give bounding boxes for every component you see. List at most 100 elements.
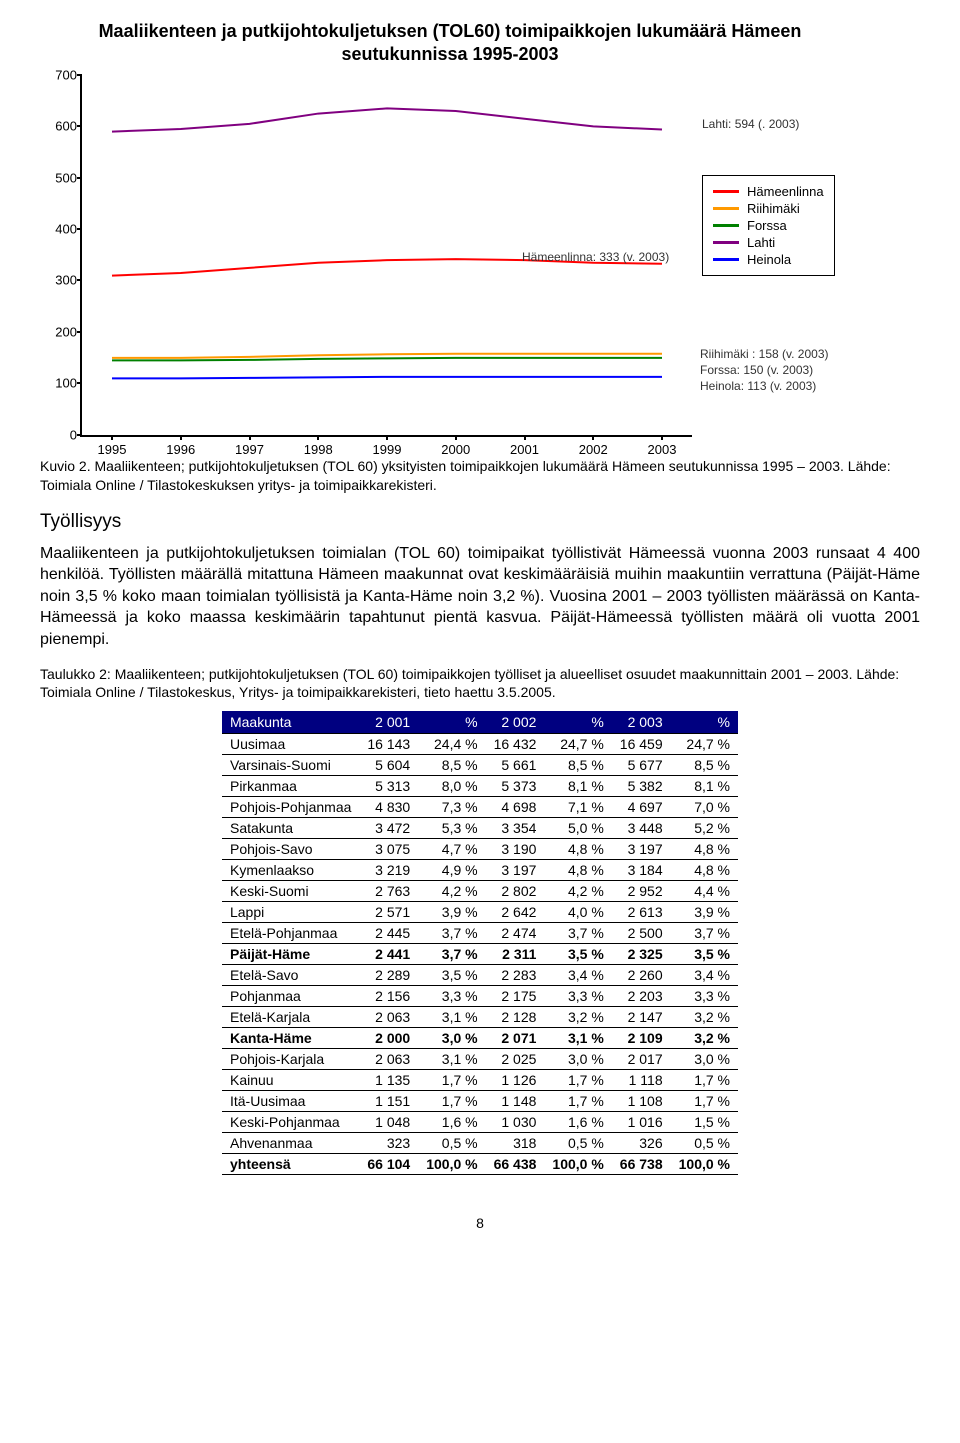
table-row: Pohjois-Karjala2 0633,1 %2 0253,0 %2 017… <box>222 1048 738 1069</box>
table-cell: 4,8 % <box>671 838 738 859</box>
table-cell: 3,5 % <box>544 943 611 964</box>
table-cell: 3 190 <box>486 838 545 859</box>
table-row: Etelä-Karjala2 0633,1 %2 1283,2 %2 1473,… <box>222 1006 738 1027</box>
chart-annotation: Forssa: 150 (v. 2003) <box>700 363 813 377</box>
table-cell: 2 311 <box>486 943 545 964</box>
table-cell: 2 128 <box>486 1006 545 1027</box>
table-cell: 1,7 % <box>544 1090 611 1111</box>
table-cell: 323 <box>359 1132 418 1153</box>
table-cell: 2 763 <box>359 880 418 901</box>
table-header-row: Maakunta2 001%2 002%2 003% <box>222 711 738 734</box>
legend-label: Riihimäki <box>747 201 800 216</box>
x-tick-label: 1995 <box>98 442 127 457</box>
table-header-cell: % <box>544 711 611 734</box>
table-cell: 2 063 <box>359 1048 418 1069</box>
chart-annotation: Heinola: 113 (v. 2003) <box>700 379 816 393</box>
y-tick-label: 500 <box>42 170 77 185</box>
table-cell: 1,7 % <box>671 1069 738 1090</box>
table-cell: 5 313 <box>359 775 418 796</box>
table-cell: 3 219 <box>359 859 418 880</box>
table-cell: 3 184 <box>612 859 671 880</box>
table-cell: 3,0 % <box>418 1027 485 1048</box>
legend-label: Heinola <box>747 252 791 267</box>
data-table: Maakunta2 001%2 002%2 003%Uusimaa16 143 2… <box>222 711 738 1175</box>
table-cell: 4,2 % <box>544 880 611 901</box>
table-cell: 1 030 <box>486 1111 545 1132</box>
table-cell: 3,5 % <box>418 964 485 985</box>
table-cell: 8,5 % <box>544 754 611 775</box>
table-cell: Ahvenanmaa <box>222 1132 359 1153</box>
x-tick-label: 2001 <box>510 442 539 457</box>
legend-label: Forssa <box>747 218 787 233</box>
table-cell: 2 260 <box>612 964 671 985</box>
table-cell: 3,1 % <box>418 1048 485 1069</box>
table-cell: 3,1 % <box>418 1006 485 1027</box>
table-cell: 2 642 <box>486 901 545 922</box>
table-cell: 16 143 <box>359 733 418 754</box>
table-cell: 2 571 <box>359 901 418 922</box>
table-cell: 0,5 % <box>671 1132 738 1153</box>
table-cell: Itä-Uusimaa <box>222 1090 359 1111</box>
table-cell: 1 118 <box>612 1069 671 1090</box>
table-cell: 2 071 <box>486 1027 545 1048</box>
table-cell: 1,6 % <box>418 1111 485 1132</box>
table-cell: Varsinais-Suomi <box>222 754 359 775</box>
body-paragraph: Maaliikenteen ja putkijohtokuljetuksen t… <box>40 543 920 651</box>
chart-plot: 0100200300400500600700199519961997199819… <box>80 75 692 437</box>
table-cell: Kanta-Häme <box>222 1027 359 1048</box>
table-row: Kainuu1 1351,7 %1 1261,7 %1 1181,7 % <box>222 1069 738 1090</box>
figure-caption: Kuvio 2. Maaliikenteen; putkijohtokuljet… <box>40 457 920 495</box>
table-cell: 2 802 <box>486 880 545 901</box>
table-header-cell: 2 002 <box>486 711 545 734</box>
legend-swatch <box>713 190 739 193</box>
table-cell: 2 203 <box>612 985 671 1006</box>
table-row: Päijät-Häme2 4413,7 %2 3113,5 %2 3253,5 … <box>222 943 738 964</box>
table-cell: 2 147 <box>612 1006 671 1027</box>
table-row: Etelä-Pohjanmaa2 4453,7 %2 4743,7 %2 500… <box>222 922 738 943</box>
table-cell: Keski-Suomi <box>222 880 359 901</box>
table-cell: 66 438 <box>486 1153 545 1174</box>
chart-container: Maaliikenteen ja putkijohtokuljetuksen (… <box>40 20 860 437</box>
table-cell: Pohjanmaa <box>222 985 359 1006</box>
table-cell: 2 000 <box>359 1027 418 1048</box>
table-cell: 2 445 <box>359 922 418 943</box>
x-tick-label: 2000 <box>441 442 470 457</box>
table-cell: 3,2 % <box>544 1006 611 1027</box>
table-cell: 4,2 % <box>418 880 485 901</box>
table-header-cell: % <box>671 711 738 734</box>
table-cell: Uusimaa <box>222 733 359 754</box>
table-cell: 0,5 % <box>418 1132 485 1153</box>
table-cell: 2 175 <box>486 985 545 1006</box>
table-cell: 3,7 % <box>671 922 738 943</box>
table-cell: 2 474 <box>486 922 545 943</box>
table-row: Etelä-Savo2 2893,5 %2 2833,4 %2 2603,4 % <box>222 964 738 985</box>
table-cell: 1 048 <box>359 1111 418 1132</box>
series-lahti <box>112 108 662 131</box>
chart-legend: HämeenlinnaRiihimäkiForssaLahtiHeinola <box>702 175 835 276</box>
legend-label: Hämeenlinna <box>747 184 824 199</box>
table-cell: 1 126 <box>486 1069 545 1090</box>
table-cell: 326 <box>612 1132 671 1153</box>
table-cell: 100,0 % <box>418 1153 485 1174</box>
legend-swatch <box>713 224 739 227</box>
table-cell: 3 448 <box>612 817 671 838</box>
legend-item: Forssa <box>713 218 824 233</box>
table-cell: 3,3 % <box>418 985 485 1006</box>
table-caption: Taulukko 2: Maaliikenteen; putkijohtokul… <box>40 665 920 701</box>
table-cell: 66 738 <box>612 1153 671 1174</box>
table-cell: 7,0 % <box>671 796 738 817</box>
table-cell: 1 135 <box>359 1069 418 1090</box>
table-cell: 4,8 % <box>671 859 738 880</box>
table-cell: 2 156 <box>359 985 418 1006</box>
table-row: Itä-Uusimaa1 1511,7 %1 1481,7 %1 1081,7 … <box>222 1090 738 1111</box>
table-cell: 1 148 <box>486 1090 545 1111</box>
table-cell: 7,3 % <box>418 796 485 817</box>
table-cell: 1,7 % <box>418 1090 485 1111</box>
table-cell: 1 108 <box>612 1090 671 1111</box>
table-row: Varsinais-Suomi5 6048,5 %5 6618,5 %5 677… <box>222 754 738 775</box>
table-cell: 2 025 <box>486 1048 545 1069</box>
table-cell: 5 373 <box>486 775 545 796</box>
table-cell: 4 830 <box>359 796 418 817</box>
table-cell: 8,1 % <box>544 775 611 796</box>
table-cell: 100,0 % <box>671 1153 738 1174</box>
